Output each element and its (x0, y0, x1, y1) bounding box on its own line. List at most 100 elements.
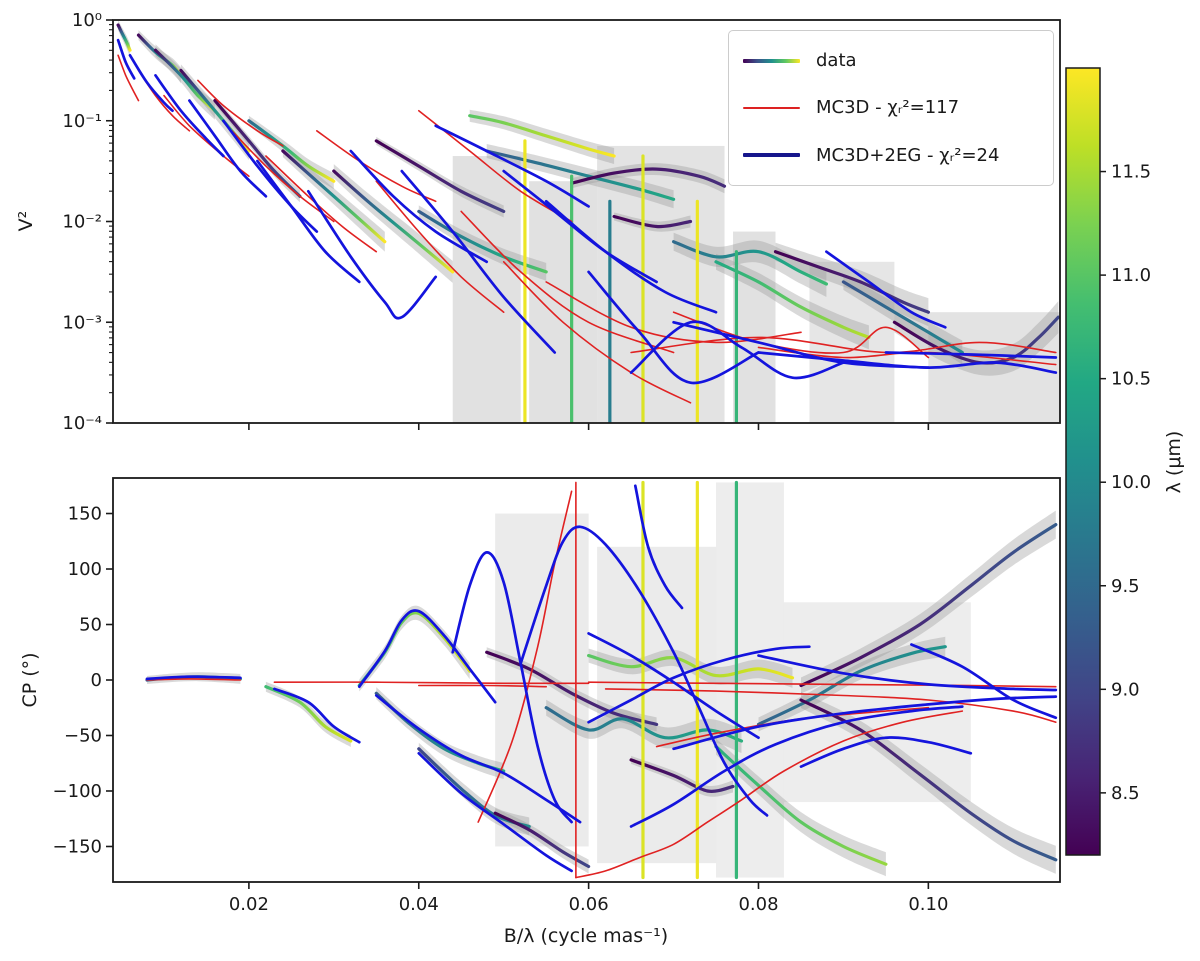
error-band (716, 738, 886, 877)
colorbar-tick-label: 8.5 (1111, 783, 1140, 804)
mc3d2eg-model-line (451, 551, 573, 824)
mc3d2eg-model-line (357, 609, 497, 704)
mc3d2eg-model-line (349, 149, 489, 264)
data-series-line (773, 250, 930, 314)
data-series-line (153, 48, 217, 113)
mc3d2eg-model-line (306, 189, 438, 320)
mc3d-model-line (231, 130, 335, 223)
mc3d2eg-model-line (128, 53, 174, 113)
mc3d-model-line (630, 336, 1057, 354)
data-series-line (417, 209, 548, 274)
y-axis-label-cp: CP (°) (19, 652, 41, 708)
data-series-line (468, 114, 616, 158)
mc3d2eg-model-line (256, 159, 361, 284)
x-tick-label: 0.10 (908, 894, 948, 915)
mc3d2eg-model-line (910, 643, 1058, 720)
error-band (673, 232, 827, 297)
mc3d-model-line (418, 684, 547, 688)
mc3d2eg-model-line (417, 751, 573, 873)
data-series-line (213, 99, 302, 198)
x-tick-label: 0.08 (738, 894, 778, 915)
y-tick-label: 0 (91, 670, 102, 691)
y-tick-label: 10⁻⁴ (62, 413, 102, 434)
y-tick-label: 150 (68, 504, 102, 525)
colorbar-tick-label: 9.0 (1111, 679, 1140, 700)
mc3d-model-line (672, 311, 930, 359)
colorbar-tick-label: 11.0 (1111, 265, 1151, 286)
mc3d2eg-model-line (519, 525, 769, 817)
data-series-line (485, 650, 659, 726)
mc3d2eg-model-line (116, 38, 136, 80)
data-series-line (629, 758, 735, 793)
x-axis-label: B/λ (cycle mas⁻¹) (503, 925, 669, 947)
data-series-line (374, 139, 506, 213)
y-tick-label: 100 (68, 559, 102, 580)
mc3d-model-line (197, 79, 284, 147)
data-series-line (116, 23, 132, 52)
uncertainty-patch (733, 231, 776, 423)
data-series-line (179, 68, 251, 153)
data-line-swatch (743, 58, 800, 63)
legend-item-mc3d: MC3D - χᵣ²=117 (743, 97, 1039, 118)
error-band (418, 742, 530, 836)
data-series-line (493, 811, 591, 869)
data-series-line (485, 149, 676, 201)
mc3d-model-line (575, 710, 964, 879)
y-tick-label: −50 (64, 725, 102, 746)
data-series-line (714, 260, 871, 339)
legend-item-mc3d2eg: MC3D+2EG - χᵣ²=24 (743, 145, 1039, 166)
mc3d-model-line (273, 681, 590, 685)
y-tick-label: 10⁻² (62, 212, 102, 233)
mc3d-model-line (375, 180, 505, 313)
mc3d-model-line (146, 678, 242, 681)
legend-label-mc3d2eg: MC3D+2EG - χᵣ²=24 (816, 144, 1000, 166)
data-series-line (587, 654, 795, 680)
mc3d2eg-model-line (400, 169, 557, 354)
error-band (843, 273, 963, 365)
colorbar-tick-label: 10.0 (1111, 472, 1151, 493)
mc3d2eg-model-line (672, 695, 1058, 751)
uncertainty-patch (597, 145, 725, 423)
error-band (801, 510, 1056, 694)
y-tick-label: 10⁻¹ (62, 111, 102, 132)
data-series-line (332, 169, 455, 274)
mc3d2eg-model-line (544, 199, 718, 314)
mc3d2eg-model-line (587, 270, 760, 385)
mc3d2eg-model-line (633, 484, 684, 610)
data-series-line (264, 685, 353, 743)
legend-item-data: data (743, 50, 1039, 71)
mc3d2eg-model-line (587, 632, 760, 740)
mc3d-model-line (117, 54, 140, 102)
legend-label-data: data (816, 50, 857, 72)
x-tick-label: 0.02 (229, 894, 269, 915)
mc3d2eg-model-line (884, 351, 1058, 359)
panel-v2 (116, 20, 1060, 423)
error-band (758, 636, 946, 732)
y-tick-label: −150 (53, 836, 102, 857)
mc3d2eg-model-line (145, 675, 242, 681)
mc3d-model-line (265, 155, 378, 253)
data-series-line (799, 698, 1058, 862)
data-series-line (841, 280, 964, 355)
mc3d2eg-model-line (757, 351, 1058, 374)
colorbar-tick-label: 10.5 (1111, 369, 1151, 390)
x-tick-label: 0.06 (569, 894, 609, 915)
error-band (631, 755, 733, 797)
data-series-line (281, 149, 387, 244)
uncertainty-patch (495, 513, 589, 847)
colorbar-tick-label: 11.5 (1111, 162, 1151, 183)
mc3d2eg-model-line (799, 736, 973, 768)
data-series-line (612, 214, 693, 229)
colorbar-label: λ (μm) (1163, 430, 1185, 494)
panel-cp (145, 480, 1058, 880)
mc3d2eg-line-swatch (743, 153, 800, 158)
mc3d2eg-model-line (273, 687, 361, 744)
mc3d2eg-model-line (222, 119, 319, 233)
mc3d2eg-model-line (434, 124, 590, 208)
error-band (376, 687, 504, 779)
y-tick-label: −100 (53, 781, 102, 802)
error-band (486, 144, 674, 209)
mc3d2eg-model-line (757, 654, 1058, 692)
error-band (359, 605, 470, 692)
